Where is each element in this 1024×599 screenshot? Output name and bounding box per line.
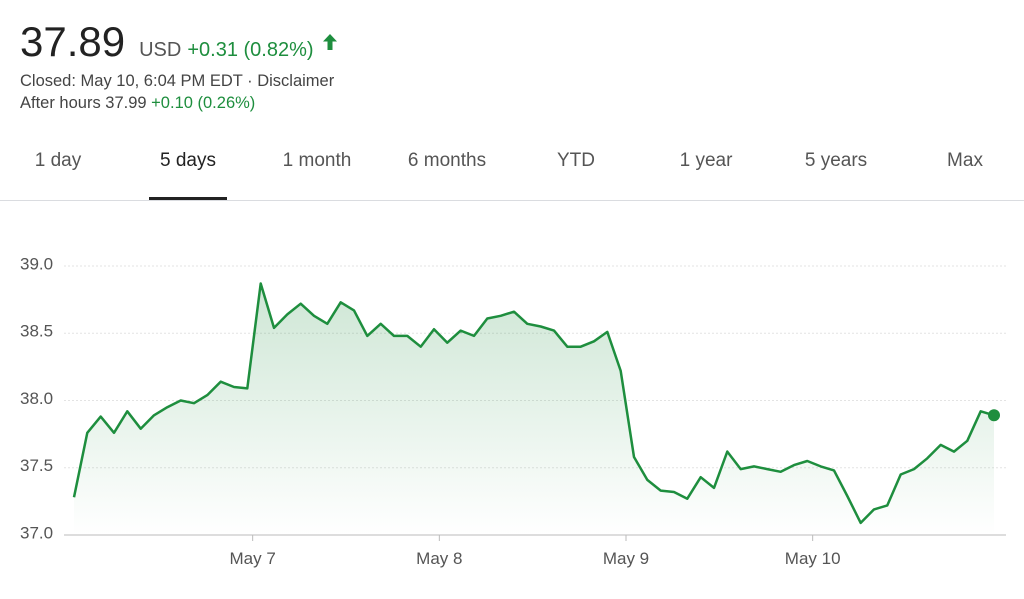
selected-underline <box>149 197 227 200</box>
x-tick-label: May 9 <box>603 549 649 568</box>
range-tab[interactable]: 1 month <box>282 150 352 171</box>
range-tab[interactable]: 6 months <box>407 150 487 171</box>
after-hours-line: After hours 37.99 +0.10 (0.26%) <box>20 92 338 114</box>
y-tick-label: 38.5 <box>20 322 53 341</box>
price-row: 37.89 USD +0.31 (0.82%) <box>20 18 338 66</box>
range-tab[interactable]: YTD <box>557 150 595 171</box>
up-arrow <box>322 34 337 50</box>
range-tab[interactable]: Max <box>947 150 983 171</box>
after-hours: After hours 37.99 <box>20 94 147 112</box>
price: 37.89 <box>20 18 126 65</box>
y-tick-label: 37.5 <box>20 456 53 475</box>
price-change: +0.31 (0.82%) <box>187 39 314 61</box>
x-tick-label: May 7 <box>230 549 276 568</box>
range-tab[interactable]: 1 year <box>679 150 733 171</box>
status: Closed: May 10, 6:04 PM EDT · <box>20 72 253 90</box>
disclaimer-link[interactable]: Disclaimer <box>257 72 335 90</box>
status-line: Closed: May 10, 6:04 PM EDT · Disclaimer <box>20 70 338 92</box>
x-tick-label: May 10 <box>785 549 841 568</box>
last-point <box>988 409 1000 422</box>
area-fill <box>74 283 994 535</box>
currency: USD <box>139 39 182 61</box>
y-tick-label: 39.0 <box>20 254 53 273</box>
after-hours-change: +0.10 (0.26%) <box>151 94 256 112</box>
price-line <box>72 282 995 525</box>
y-tick-label: 38.0 <box>20 389 53 408</box>
x-tick-label: May 8 <box>416 549 462 568</box>
range-tabs: 1 day 5 days 1 month 6 months YTD 1 year 5 yea… <box>0 128 1024 201</box>
quote-header: 37.89 USD +0.31 (0.82%) Closed: May 10, … <box>20 18 338 114</box>
y-tick-label: 37.0 <box>20 523 53 542</box>
range-tab[interactable]: 1 day <box>34 150 82 171</box>
range-tab[interactable]: 5 days <box>160 150 216 171</box>
range-tab[interactable]: 5 years <box>804 150 868 171</box>
